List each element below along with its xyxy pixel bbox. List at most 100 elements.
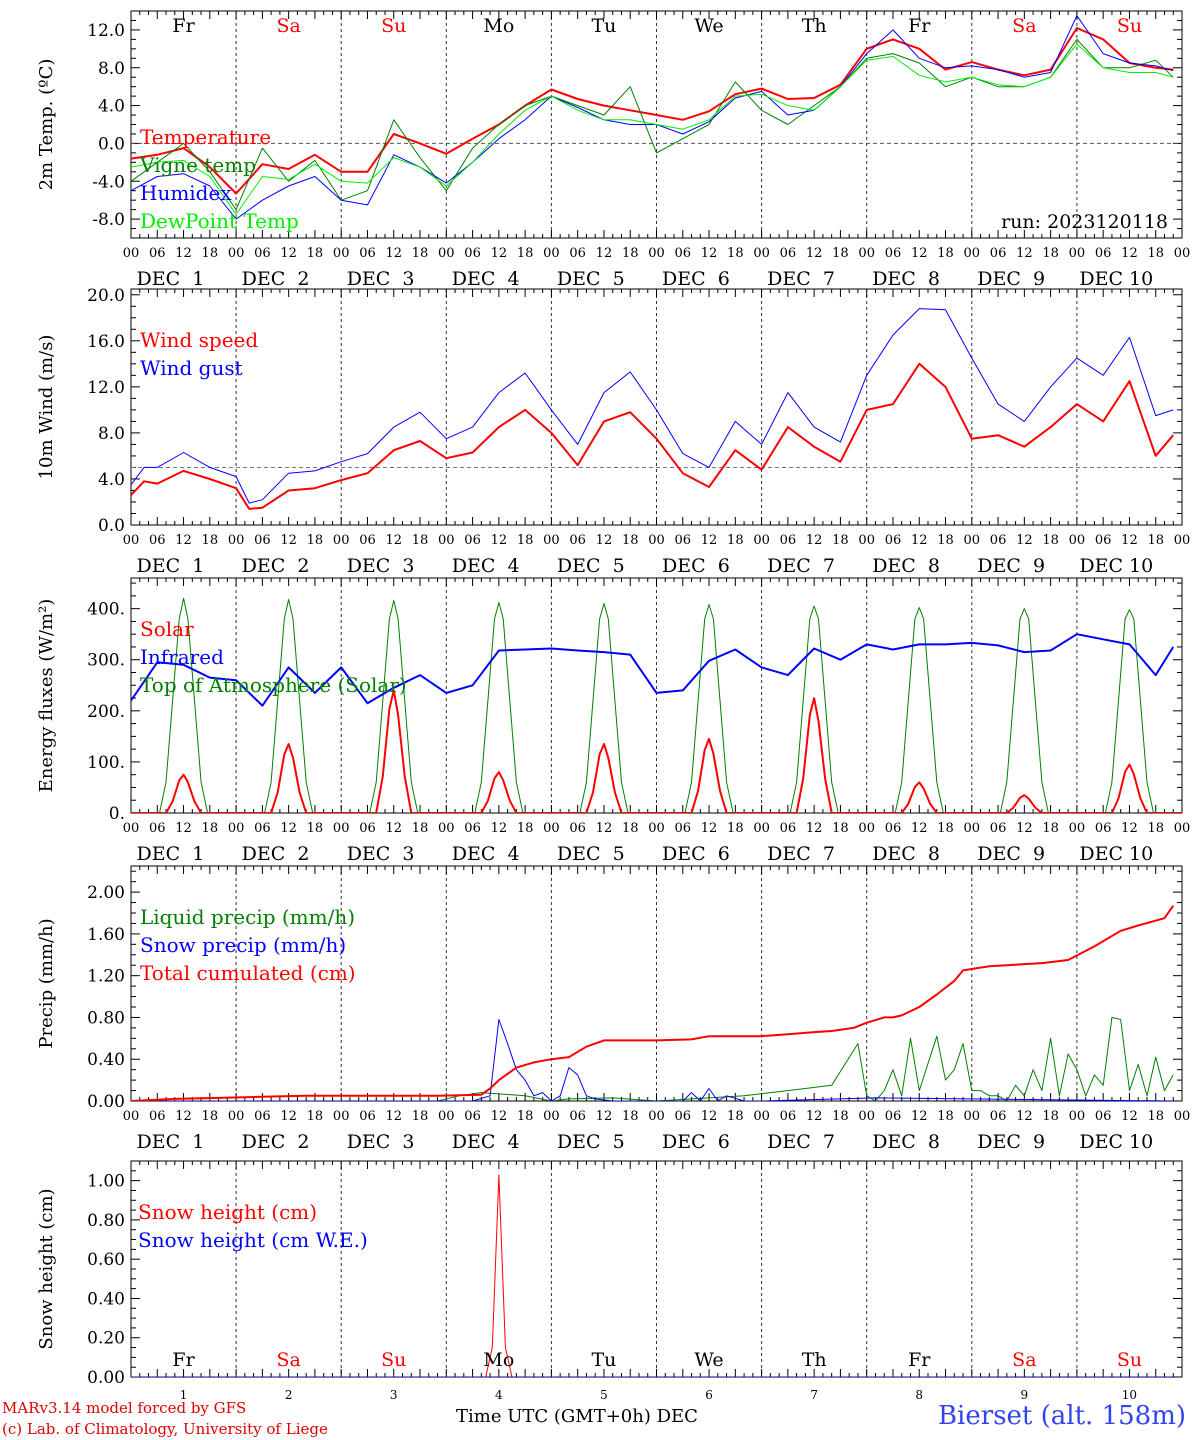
series-toa-solar-day-1 [131, 597, 237, 813]
hour-tick-label: 06 [149, 246, 166, 261]
hour-tick-label: 06 [149, 533, 166, 548]
hour-tick-label: 12 [1121, 246, 1138, 261]
hour-tick-label: 18 [412, 821, 429, 836]
hour-tick-label: 06 [359, 1109, 376, 1124]
hour-tick-label: 18 [1042, 246, 1059, 261]
date-label: DEC 3 [347, 268, 415, 290]
weekday-label: Sa [1012, 15, 1036, 37]
hour-tick-label: 00 [1174, 246, 1191, 261]
date-label: DEC 5 [557, 843, 625, 865]
hour-tick-label: 06 [464, 821, 481, 836]
hour-tick-label: 06 [464, 533, 481, 548]
hour-tick-label: 18 [1147, 533, 1164, 548]
hour-tick-label: 06 [675, 821, 692, 836]
hour-tick-label: 06 [885, 821, 902, 836]
series-toa-solar-day-8 [866, 607, 972, 813]
hour-tick-label: 06 [569, 1109, 586, 1124]
hour-tick-label: 12 [280, 246, 297, 261]
date-label: DEC 8 [872, 268, 940, 290]
y-tick-label: 4.0 [98, 97, 125, 117]
hour-tick-label: 06 [359, 821, 376, 836]
series-solar-day-3 [341, 689, 447, 813]
hour-tick-label: 00 [228, 246, 245, 261]
weekday-label: Fr [172, 15, 195, 37]
hour-tick-label: 06 [464, 1109, 481, 1124]
hour-tick-label: 12 [1016, 1109, 1033, 1124]
y-axis-label: Snow height (cm) [36, 1188, 57, 1349]
hour-tick-label: 00 [228, 821, 245, 836]
hour-tick-label: 06 [990, 246, 1007, 261]
series-toa-solar-day-4 [446, 602, 552, 813]
hour-tick-label: 00 [964, 821, 981, 836]
date-label: DEC 8 [872, 1131, 940, 1153]
hour-tick-label: 18 [412, 1109, 429, 1124]
hour-tick-label: 18 [202, 1109, 219, 1124]
hour-tick-label: 12 [596, 246, 613, 261]
hour-tick-label: 12 [1016, 533, 1033, 548]
hour-tick-label: 06 [885, 533, 902, 548]
hour-tick-label: 06 [254, 1109, 271, 1124]
series-toa-solar-day-2 [236, 599, 342, 813]
hour-tick-label: 18 [1042, 1109, 1059, 1124]
hour-tick-label: 00 [753, 246, 770, 261]
hour-tick-label: 00 [438, 1109, 455, 1124]
hour-tick-label: 00 [333, 533, 350, 548]
weekday-label: Mo [483, 15, 514, 37]
hour-tick-label: 18 [937, 246, 954, 261]
hour-tick-label: 12 [175, 821, 192, 836]
hour-tick-label: 18 [832, 246, 849, 261]
date-label: DEC 8 [872, 555, 940, 577]
hour-tick-label: 12 [806, 821, 823, 836]
hour-tick-label: 18 [622, 821, 639, 836]
weekday-label: Th [802, 1349, 827, 1371]
panel-precip: 0.00 0.40 0.80 1.20 1.60 2.00 Precip (mm/h) Liq… [36, 865, 1190, 1153]
y-tick-label: 400. [87, 600, 125, 620]
hour-tick-label: 18 [727, 246, 744, 261]
y-axis-label: Energy fluxes (W/m²) [36, 599, 57, 793]
hour-tick-label: 00 [543, 821, 560, 836]
hour-tick-label: 18 [937, 1109, 954, 1124]
hour-tick-label: 12 [806, 246, 823, 261]
legend-entry: Snow precip (mm/h) [140, 933, 346, 957]
y-tick-label: 0.80 [87, 1211, 125, 1231]
y-tick-label: -8.0 [92, 210, 125, 230]
series-snow-0 [131, 1174, 1174, 1377]
legend-entry: Vigne temp [139, 153, 256, 177]
hour-tick-label: 00 [753, 533, 770, 548]
date-label: DEC 5 [557, 555, 625, 577]
hour-tick-label: 06 [464, 246, 481, 261]
day-number-label: 4 [495, 1388, 503, 1402]
weekday-label: Sa [1012, 1349, 1036, 1371]
run-annotation: run: 2023120118 [1001, 211, 1168, 233]
hour-tick-label: 00 [333, 821, 350, 836]
date-label: DEC 7 [767, 843, 835, 865]
hour-tick-label: 06 [990, 821, 1007, 836]
series-temp-0 [131, 27, 1174, 195]
date-label: DEC 9 [977, 843, 1045, 865]
hour-tick-label: 18 [727, 533, 744, 548]
date-label: DEC 3 [347, 1131, 415, 1153]
series-solar-day-4 [446, 771, 552, 813]
series-temp-1 [131, 38, 1174, 211]
hour-tick-label: 00 [228, 1109, 245, 1124]
series-toa-solar-day-6 [656, 604, 762, 813]
hour-tick-label: 00 [648, 821, 665, 836]
hour-tick-label: 00 [1069, 246, 1086, 261]
weekday-label: Sa [276, 1349, 300, 1371]
date-label: DEC 8 [872, 843, 940, 865]
hour-tick-label: 12 [701, 821, 718, 836]
date-label: DEC 10 [1079, 843, 1153, 865]
hour-tick-label: 18 [1042, 821, 1059, 836]
hour-tick-label: 18 [727, 821, 744, 836]
station-name: Bierset (alt. 158m) [937, 1401, 1186, 1431]
hour-tick-label: 18 [727, 1109, 744, 1124]
hour-tick-label: 18 [307, 246, 324, 261]
weekday-label: Sa [276, 15, 300, 37]
date-label: DEC 6 [662, 843, 730, 865]
weekday-label: We [694, 15, 723, 37]
day-number-label: 5 [600, 1388, 608, 1402]
date-label: DEC 1 [137, 555, 205, 577]
hour-tick-label: 00 [543, 1109, 560, 1124]
y-axis-label: Precip (mm/h) [36, 918, 57, 1048]
